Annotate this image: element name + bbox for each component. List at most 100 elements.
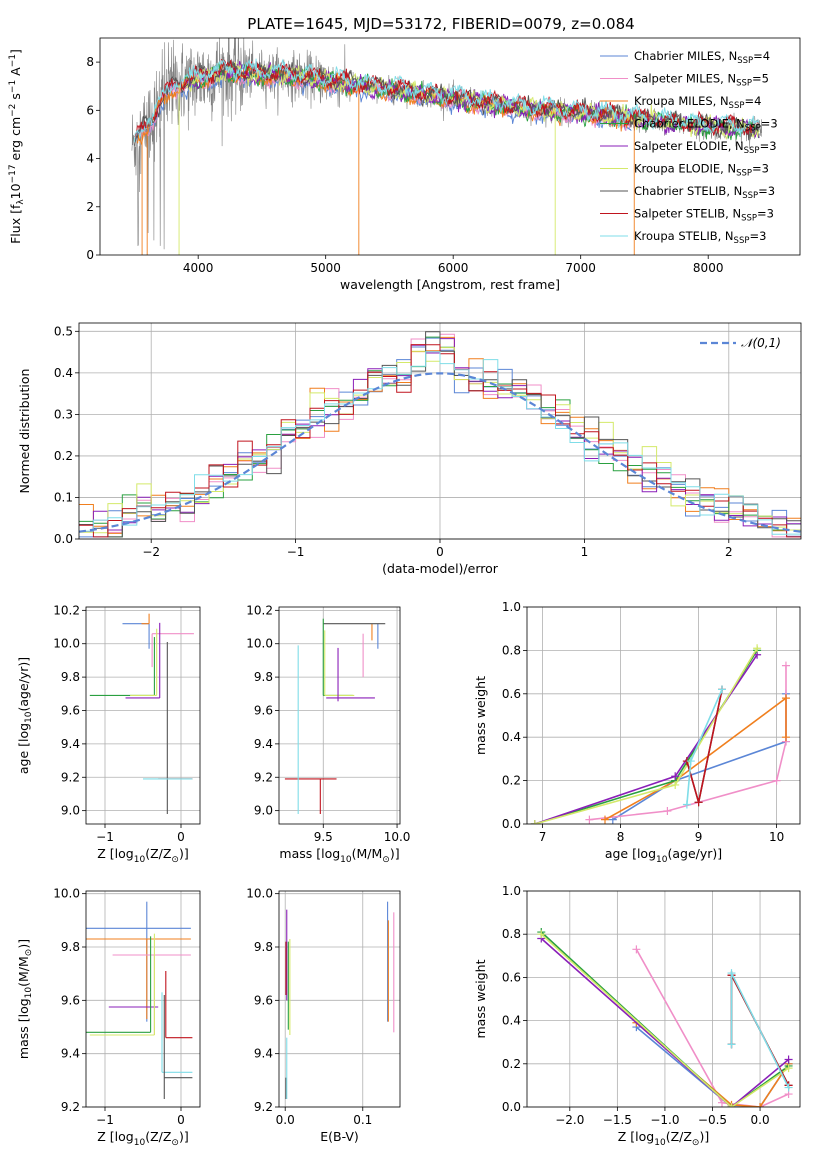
legend-entry: Kroupa ELODIE, NSSP=3 <box>634 162 769 179</box>
x-axis-label-part: (Z/Z <box>145 846 171 861</box>
x-axis-label-part: )] <box>390 846 400 861</box>
x-axis-label-text: mass [log <box>279 846 340 861</box>
x-axis-label-text: Z [log <box>618 1129 654 1144</box>
panel-residuals: −2 −1 0 1 2 0.0 0.1 0.2 0.3 0.4 0.5 (data-model)/er… <box>17 322 802 576</box>
axes-frame <box>85 890 201 1108</box>
y-tick-label: 9.8 <box>254 670 273 684</box>
legend-entry: Chabrier MILES, NSSP=4 <box>634 49 770 66</box>
x-axis-label-part: )] <box>179 1129 189 1144</box>
y-tick-label: 9.0 <box>61 804 80 818</box>
x-tick-label: 1 <box>581 545 589 559</box>
y-axis-label-text: Flux [f <box>8 204 23 244</box>
legend-entry: Chabrier ELODIE, NSSP=3 <box>634 117 778 134</box>
legend-entry: 𝒩(0,1) <box>741 336 781 350</box>
y-tick-label: 9.6 <box>61 703 80 717</box>
x-tick-label: 4000 <box>183 261 214 275</box>
y-tick-label: 4 <box>86 152 94 166</box>
mass-weight-marker-k_stelib <box>784 1083 793 1092</box>
mass-weight-marker-s_elodie <box>784 1055 793 1064</box>
y-tick-label: 9.8 <box>61 940 80 954</box>
x-tick-label: 0 <box>436 545 444 559</box>
x-axis-label-part: (age/yr)] <box>667 846 722 861</box>
y-axis-label-part: erg cm <box>8 117 23 165</box>
y-tick-label: 1.0 <box>502 884 521 898</box>
y-tick-label: 9.6 <box>254 703 273 717</box>
y-axis-label: mass weight <box>473 676 488 755</box>
legend-label: Kroupa MILES, N <box>634 94 729 108</box>
mass-weight-marker-k_stelib <box>686 757 695 766</box>
legend-sub: SSP <box>742 191 758 201</box>
legend-label: Chabrier MILES, N <box>634 49 737 63</box>
y-tick-label: 0.4 <box>54 366 73 380</box>
mass-weight-marker-k_miles <box>781 733 790 742</box>
y-tick-label: 0.3 <box>54 407 73 421</box>
y-axis-label-part: ⊙ <box>24 949 34 957</box>
mass-weight-marker-s_stelib <box>694 798 703 807</box>
mass-weight-marker-k_stelib <box>682 800 691 809</box>
normal-distribution-curve <box>79 372 801 533</box>
x-axis-label-part: (M/M <box>352 846 383 861</box>
y-tick-label: 8 <box>86 55 94 69</box>
x-tick-label: 9 <box>695 830 703 844</box>
legend-label: Kroupa STELIB, N <box>634 229 734 243</box>
plot-area <box>86 901 193 1099</box>
x-tick-label: −1 <box>96 1113 114 1127</box>
plot-area <box>131 38 762 255</box>
x-tick-label: 0 <box>177 830 185 844</box>
axes-frame <box>278 890 401 1108</box>
x-axis-label-part: (Z/Z <box>145 1129 171 1144</box>
legend-entry: Kroupa STELIB, NSSP=3 <box>634 229 766 246</box>
x-tick-label: 0.0 <box>276 1113 295 1127</box>
x-tick-label: −2.0 <box>555 1113 584 1127</box>
legend-n: =3 <box>760 139 777 153</box>
y-tick-label: 1.0 <box>502 600 521 614</box>
x-axis-label: Z [log10(Z/Z⊙)] <box>97 1129 188 1148</box>
legend-label: Kroupa ELODIE, N <box>634 162 736 176</box>
y-axis-label-part: 10 <box>24 987 34 999</box>
legend-n: =4 <box>744 94 761 108</box>
panel-age_vs_Z: −1 09.09.29.49.69.810.010.2Z [log10(Z/Z⊙)… <box>16 603 201 865</box>
x-tick-label: −1 <box>96 830 114 844</box>
legend-sub: SSP <box>736 169 752 179</box>
x-axis-label-part: )] <box>699 1129 709 1144</box>
x-tick-label: 6000 <box>438 261 469 275</box>
y-axis-label-part: (age/yr)] <box>16 657 31 712</box>
y-tick-label: 0.8 <box>502 927 521 941</box>
y-tick-label: 0.0 <box>502 817 521 831</box>
plot-area <box>284 618 386 814</box>
y-axis-label-text: age [log <box>16 723 31 774</box>
x-axis-label-part: ⊙ <box>171 1138 179 1148</box>
legend-entry: Salpeter ELODIE, NSSP=3 <box>634 139 777 156</box>
y-tick-label: 10.0 <box>246 887 273 901</box>
axes-frame <box>99 37 801 256</box>
y-axis-label: Normed distribution <box>17 369 32 494</box>
mass-weight-line-c_elodie <box>540 931 790 1107</box>
y-tick-label: 10.2 <box>53 603 80 617</box>
x-axis-label-text: E(B-V) <box>320 1129 359 1144</box>
y-axis-label-part: −17 <box>8 164 18 183</box>
x-axis-label-text: wavelength [Angstrom, rest frame] <box>340 277 560 292</box>
y-tick-label: 10.0 <box>53 887 80 901</box>
y-axis-label-part: −1 <box>8 80 18 93</box>
y-axis-label-part: −1 <box>8 54 18 67</box>
axes-frame <box>78 322 802 540</box>
x-tick-label: 10 <box>769 830 784 844</box>
y-tick-label: 0.4 <box>502 1014 521 1028</box>
y-axis-label-text: mass [log <box>16 998 31 1059</box>
x-tick-label: −1.5 <box>603 1113 632 1127</box>
legend-sub: SSP <box>736 79 752 89</box>
mass-weight-marker-k_elodie <box>671 780 680 789</box>
legend-label: Salpeter MILES, N <box>634 72 736 86</box>
axes-frame <box>85 606 201 825</box>
plot-area <box>89 613 194 814</box>
x-tick-label: 8 <box>617 830 625 844</box>
mass-weight-marker-k_miles <box>601 815 609 824</box>
y-axis-label-part: )] <box>16 939 31 949</box>
y-tick-label: 6 <box>86 103 94 117</box>
y-axis-label-part: A <box>8 67 23 80</box>
y-tick-label: 10.0 <box>246 637 273 651</box>
y-axis-label: mass [log10(M/M⊙)] <box>16 939 34 1059</box>
legend-n: =3 <box>761 117 778 131</box>
legend-n: =3 <box>752 162 769 176</box>
